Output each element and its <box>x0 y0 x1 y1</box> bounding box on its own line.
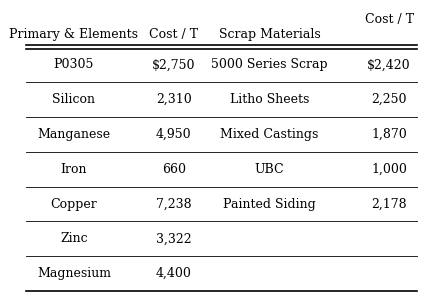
Text: Primary & Elements: Primary & Elements <box>9 28 139 41</box>
Text: 3,322: 3,322 <box>156 232 192 245</box>
Text: $2,750: $2,750 <box>152 59 195 71</box>
Text: Manganese: Manganese <box>37 128 110 141</box>
Text: Cost / T: Cost / T <box>149 28 198 41</box>
Text: Iron: Iron <box>61 163 87 176</box>
Text: Magnesium: Magnesium <box>37 267 111 280</box>
Text: Copper: Copper <box>51 198 97 211</box>
Text: 4,950: 4,950 <box>156 128 192 141</box>
Text: 5000 Series Scrap: 5000 Series Scrap <box>211 59 328 71</box>
Text: Zinc: Zinc <box>60 232 88 245</box>
Text: 1,000: 1,000 <box>371 163 407 176</box>
Text: Mixed Castings: Mixed Castings <box>220 128 319 141</box>
Text: 2,250: 2,250 <box>371 93 407 106</box>
Text: 2,310: 2,310 <box>156 93 192 106</box>
Text: UBC: UBC <box>255 163 284 176</box>
Text: P0305: P0305 <box>54 59 94 71</box>
Text: Litho Sheets: Litho Sheets <box>230 93 309 106</box>
Text: 660: 660 <box>162 163 186 176</box>
Text: 4,400: 4,400 <box>156 267 192 280</box>
Text: 7,238: 7,238 <box>156 198 192 211</box>
Text: $2,420: $2,420 <box>367 59 411 71</box>
Text: Silicon: Silicon <box>53 93 96 106</box>
Text: Scrap Materials: Scrap Materials <box>218 28 320 41</box>
Text: Painted Siding: Painted Siding <box>223 198 316 211</box>
Text: 1,870: 1,870 <box>371 128 407 141</box>
Text: Cost / T: Cost / T <box>365 13 414 26</box>
Text: 2,178: 2,178 <box>371 198 407 211</box>
